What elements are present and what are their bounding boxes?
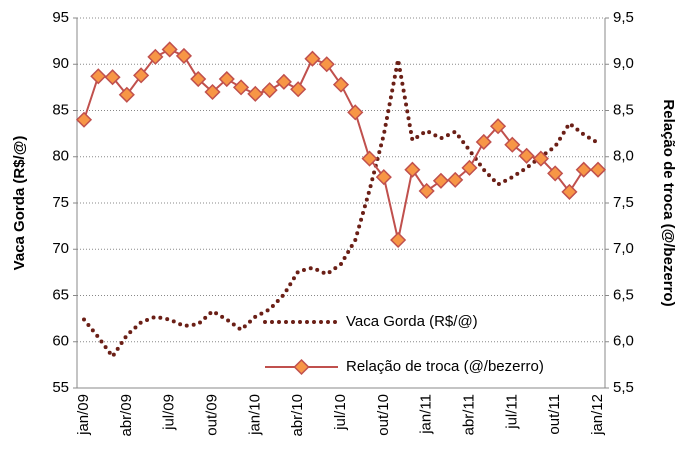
marker xyxy=(104,69,121,86)
x-tick-label: jul/10 xyxy=(332,394,349,431)
y2-tick-label: 9,0 xyxy=(613,55,634,72)
marker xyxy=(447,171,464,188)
y-tick-label: 65 xyxy=(52,286,69,303)
y2-tick-label: 6,5 xyxy=(613,286,634,303)
marker xyxy=(118,86,135,103)
marker xyxy=(547,165,564,182)
marker xyxy=(361,150,378,167)
x-tick-label: jan/10 xyxy=(246,394,263,436)
x-tick-label: out/11 xyxy=(546,394,563,435)
y-tick-label: 95 xyxy=(52,9,69,26)
y2-tick-label: 9,5 xyxy=(613,9,634,26)
y-tick-label: 85 xyxy=(52,101,69,118)
x-tick-label: abr/09 xyxy=(118,394,135,437)
marker xyxy=(461,159,478,176)
marker xyxy=(347,104,364,121)
y-tick-label: 60 xyxy=(52,333,69,350)
marker xyxy=(290,81,307,98)
marker xyxy=(175,47,193,64)
marker xyxy=(133,67,150,84)
marker xyxy=(275,73,292,90)
marker xyxy=(147,48,164,65)
legend-label: Relação de troca (@/bezerro) xyxy=(346,358,544,375)
marker xyxy=(90,68,107,85)
y2-tick-label: 8,0 xyxy=(613,148,634,165)
x-tick-label: abr/10 xyxy=(289,394,306,437)
y-tick-label: 80 xyxy=(52,148,69,165)
y-axis-title: Vaca Gorda (R$/@) xyxy=(11,136,28,271)
x-tick-label: out/09 xyxy=(203,394,220,436)
y2-tick-label: 8,5 xyxy=(613,101,634,118)
marker xyxy=(304,50,321,67)
marker xyxy=(504,136,521,153)
y-tick-label: 75 xyxy=(52,194,69,211)
marker xyxy=(261,82,278,99)
series-line xyxy=(82,59,600,361)
legend-label: Vaca Gorda (R$/@) xyxy=(346,313,478,330)
marker xyxy=(390,231,407,249)
legend-marker xyxy=(293,358,310,376)
x-tick-label: jul/11 xyxy=(503,394,520,430)
marker xyxy=(489,118,507,135)
x-tick-label: out/10 xyxy=(375,394,392,436)
marker xyxy=(161,41,178,58)
x-tick-label: jul/09 xyxy=(161,394,178,431)
x-tick-label: jan/11 xyxy=(418,394,435,435)
y-tick-label: 90 xyxy=(52,55,69,72)
y-tick-label: 55 xyxy=(52,379,69,396)
marker xyxy=(232,79,250,96)
marker xyxy=(375,169,392,186)
marker xyxy=(575,161,592,178)
marker xyxy=(518,147,535,164)
y2-tick-label: 7,5 xyxy=(613,194,634,211)
marker xyxy=(190,70,207,88)
marker xyxy=(418,182,435,200)
y2-tick-label: 5,5 xyxy=(613,379,634,396)
marker xyxy=(532,150,549,167)
marker xyxy=(475,133,492,151)
y2-axis-title: Relação de troca (@/bezerro) xyxy=(660,99,677,306)
marker xyxy=(432,172,450,189)
x-tick-label: jan/09 xyxy=(75,394,92,436)
marker xyxy=(75,111,93,128)
y2-tick-label: 7,0 xyxy=(613,240,634,257)
marker xyxy=(318,56,335,73)
x-tick-label: abr/11 xyxy=(460,394,477,435)
x-tick-label: jan/12 xyxy=(589,394,606,436)
marker xyxy=(247,85,264,102)
marker xyxy=(204,83,221,101)
marker xyxy=(589,161,607,178)
marker xyxy=(561,183,578,200)
y-tick-label: 70 xyxy=(52,240,69,257)
marker xyxy=(332,76,350,93)
y2-tick-label: 6,0 xyxy=(613,333,634,350)
marker xyxy=(404,161,421,178)
marker xyxy=(218,70,235,88)
